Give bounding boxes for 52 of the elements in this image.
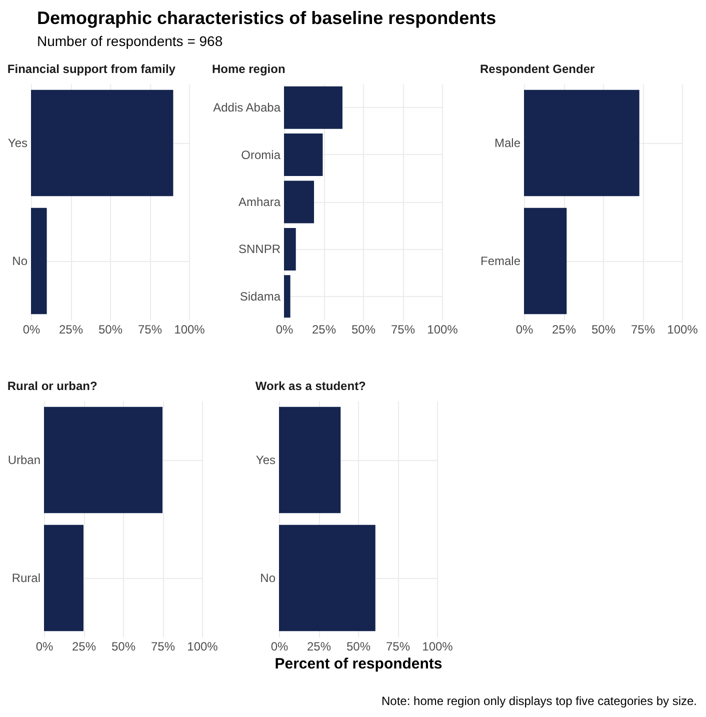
y-tick-label: Female: [480, 254, 521, 268]
chart-title: Rural or urban?: [7, 379, 98, 393]
chart-title: Home region: [212, 62, 286, 76]
x-tick-label: 50%: [351, 322, 376, 336]
bar: [284, 275, 290, 318]
x-tick-label: 0%: [22, 322, 40, 336]
x-tick-label: 0%: [516, 322, 534, 336]
x-tick-label: 75%: [390, 322, 416, 336]
y-tick-label: Rural: [12, 571, 40, 585]
x-tick-label: 0%: [36, 640, 54, 654]
chart-title: Financial support from family: [7, 62, 176, 76]
text: Number of respondents = 968: [37, 33, 223, 49]
y-tick-label: SNNPR: [238, 242, 281, 256]
bar: [284, 180, 314, 224]
y-tick-label: No: [12, 254, 28, 268]
x-tick-label: 0%: [270, 640, 288, 654]
x-tick-label: 100%: [174, 322, 206, 336]
x-tick-label: 25%: [312, 322, 336, 336]
x-tick-label: 25%: [552, 322, 576, 336]
x-tick-label: 0%: [276, 322, 294, 336]
x-tick-label: 75%: [150, 640, 176, 654]
x-tick-label: 100%: [427, 322, 458, 336]
y-tick-label: Amhara: [238, 195, 281, 209]
y-tick-label: Urban: [8, 453, 40, 467]
y-tick-label: Yes: [8, 136, 28, 150]
x-tick-label: 25%: [72, 640, 96, 654]
bar: [284, 134, 323, 176]
y-tick-label: Addis Ababa: [213, 100, 281, 115]
text: Note: home region only displays top five categories by size.: [382, 694, 697, 708]
chart-title: Work as a student?: [255, 379, 366, 393]
y-tick-label: Oromia: [241, 148, 281, 162]
x-tick-label: 100%: [187, 640, 218, 654]
x-tick-label: 25%: [58, 322, 84, 336]
x-tick-label: 100%: [422, 640, 454, 654]
x-tick-label: 25%: [306, 640, 332, 654]
x-tick-label: 50%: [346, 640, 371, 654]
text: Demographic characteristics of baseline respondents: [37, 8, 496, 28]
y-tick-label: Male: [494, 136, 521, 150]
bar: [284, 228, 296, 270]
bar: [284, 86, 342, 129]
x-axis-title: Percent of respondents: [274, 656, 442, 672]
x-tick-label: 75%: [630, 322, 656, 336]
y-tick-label: Yes: [256, 453, 276, 467]
x-tick-label: 100%: [667, 322, 698, 336]
x-tick-label: 50%: [98, 322, 123, 336]
y-tick-label: Sidama: [240, 289, 281, 304]
x-tick-label: 75%: [138, 322, 162, 336]
x-tick-label: 75%: [386, 640, 410, 654]
chart-title: Respondent Gender: [480, 62, 595, 76]
x-tick-label: 50%: [111, 640, 136, 654]
x-tick-label: 50%: [591, 322, 616, 336]
y-tick-label: No: [260, 571, 276, 585]
